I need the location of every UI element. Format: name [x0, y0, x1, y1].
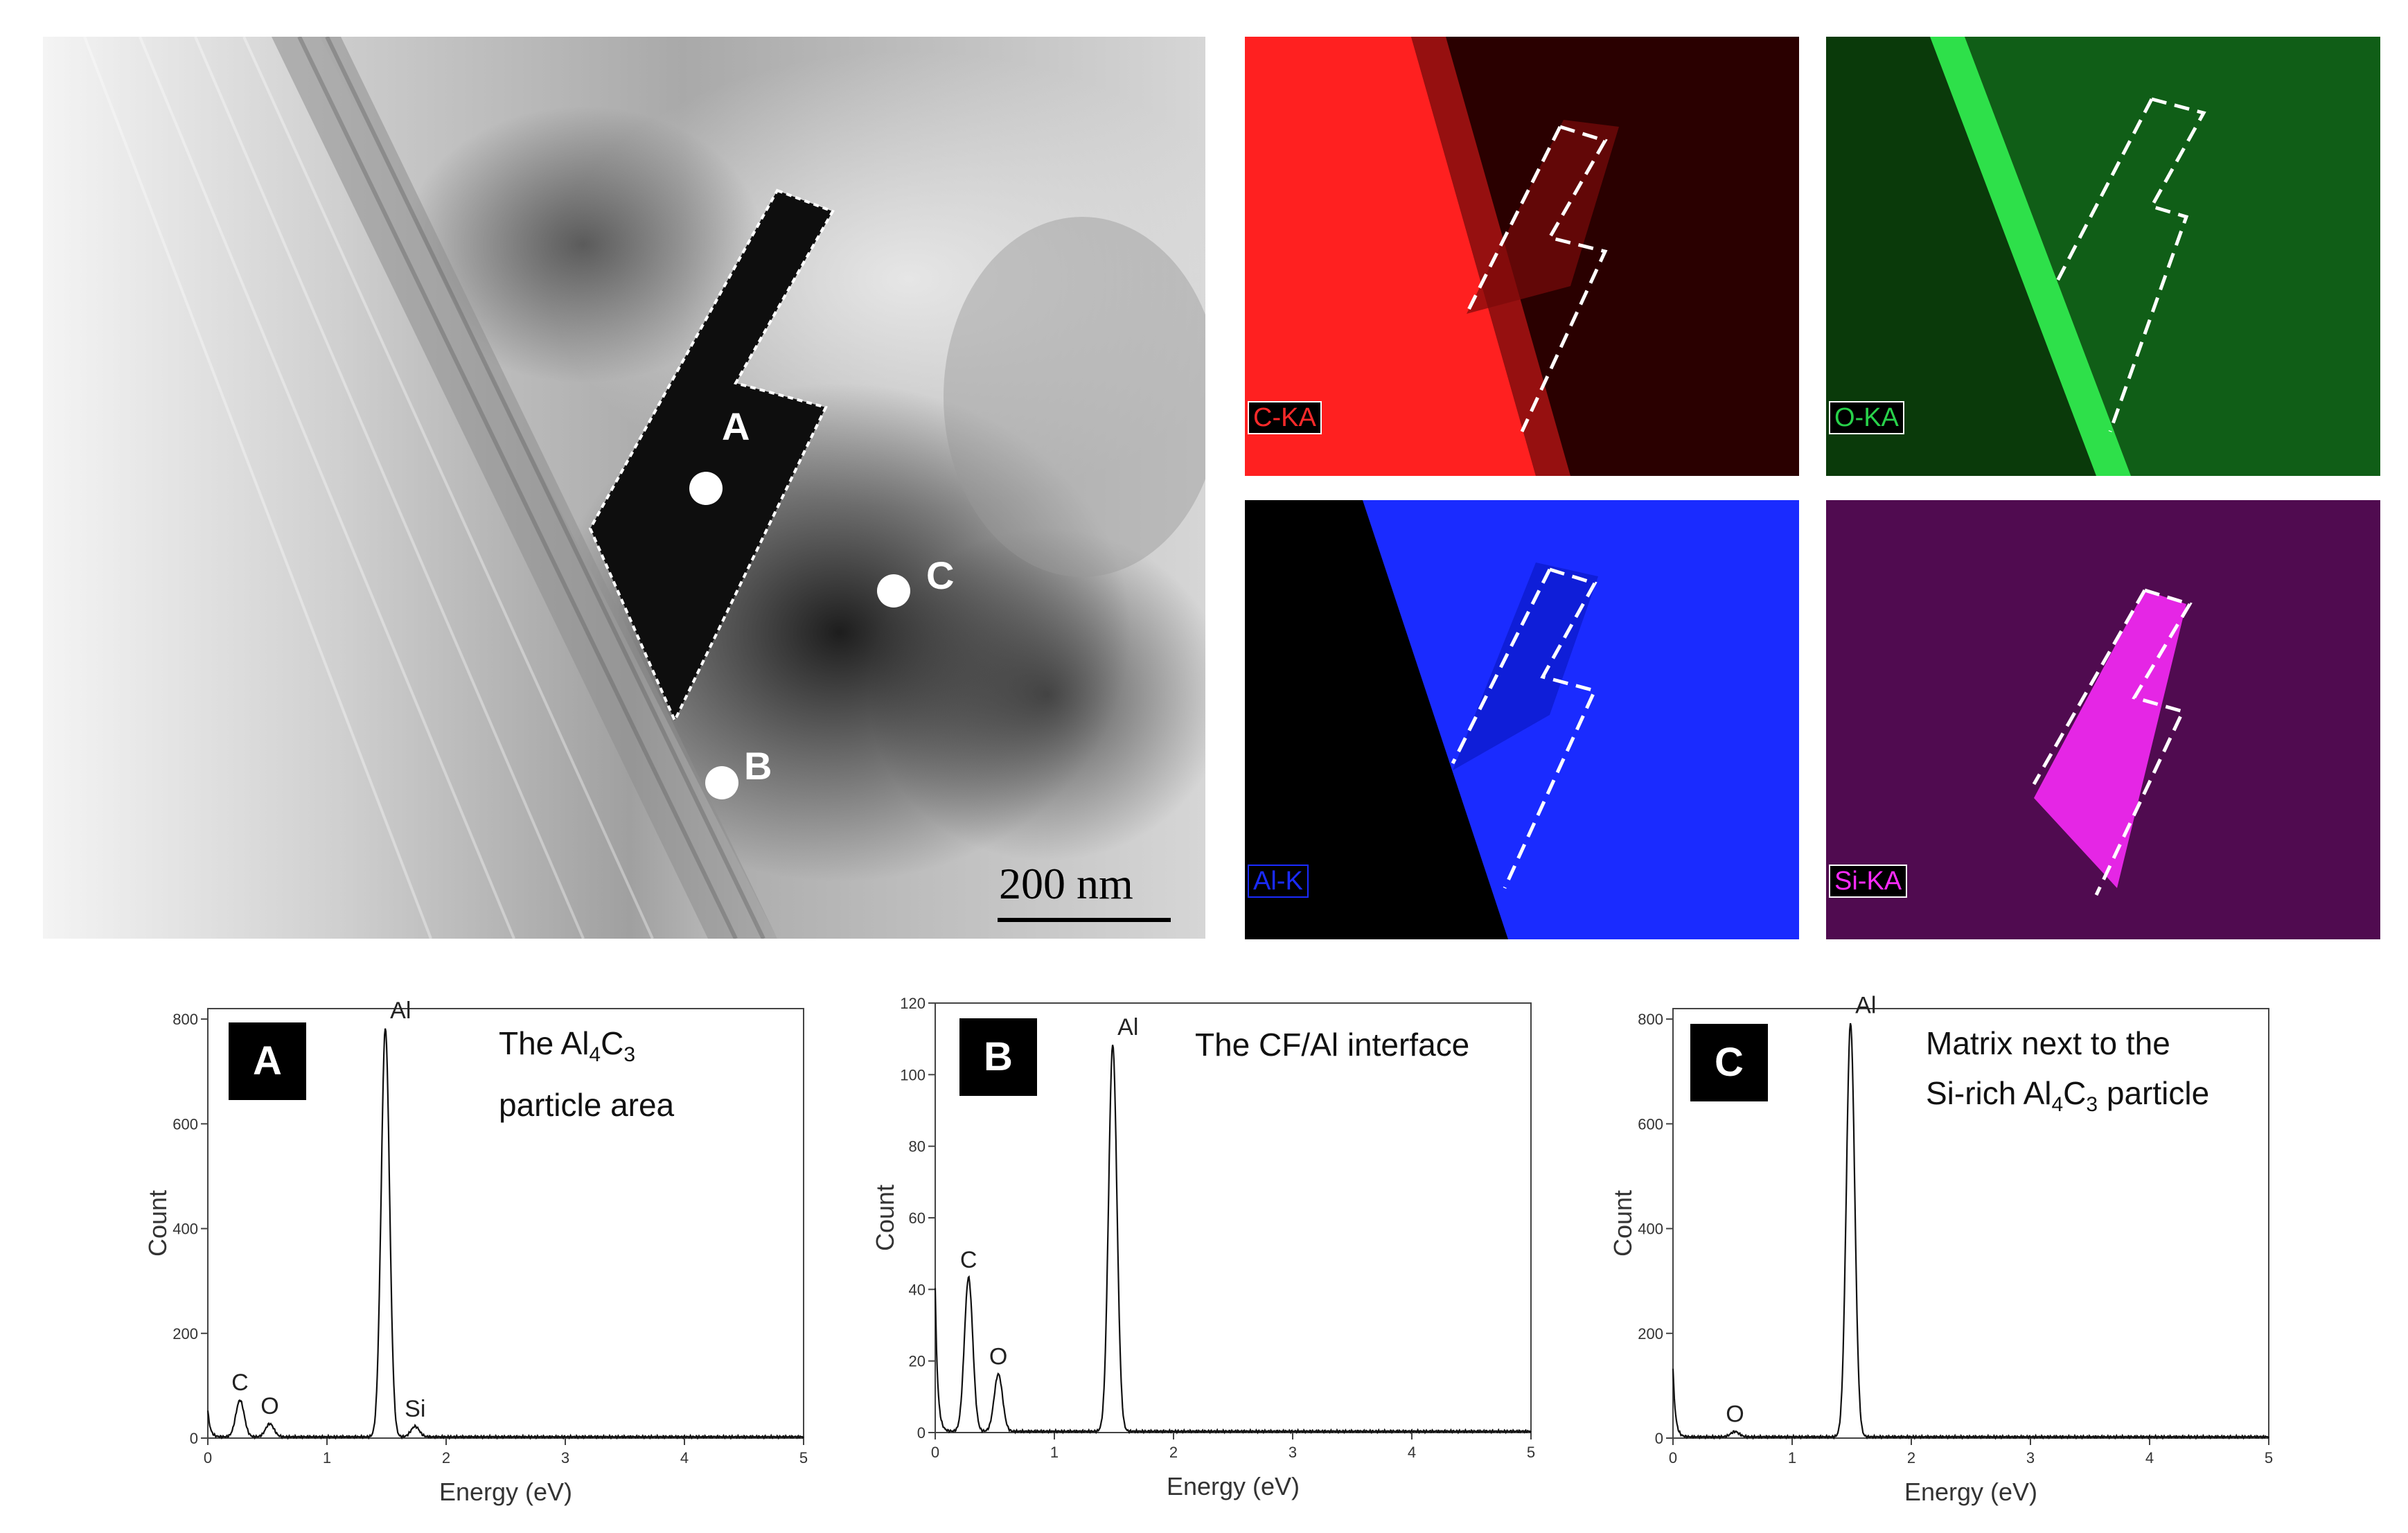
- marker-a-dot: [689, 472, 723, 505]
- plot-frame: [1672, 1008, 2269, 1439]
- marker-c-dot: [877, 574, 910, 608]
- tem-image-art: [43, 37, 1205, 939]
- map-o-art: [1826, 37, 2380, 476]
- annotation-line: Matrix next to the: [1926, 1025, 2170, 1061]
- map-si-art: [1826, 500, 2380, 939]
- spectrum-a: 0 1 2 3 4 5 0 200 400 600 800 Energy (eV) Count C O Al S…: [125, 991, 817, 1517]
- peak-label-si: Si: [405, 1396, 425, 1422]
- y-tick-label: 400: [1638, 1221, 1663, 1238]
- scale-bar-label: 200 nm: [999, 859, 1133, 908]
- marker-b-dot: [705, 766, 738, 799]
- peak-label-al: Al: [1117, 1014, 1138, 1040]
- peak-label-o: O: [989, 1343, 1007, 1370]
- y-tick-label: 0: [917, 1424, 926, 1442]
- x-tick-label: 2: [1169, 1444, 1178, 1461]
- tem-micrograph: A B C 200 nm: [43, 37, 1205, 939]
- x-tick-label: 1: [1788, 1449, 1796, 1466]
- y-tick-label: 600: [172, 1115, 198, 1133]
- panel-annotation: Matrix next to the Si-rich Al4C3 particle: [1926, 1018, 2209, 1130]
- x-tick-label: 4: [1408, 1444, 1416, 1461]
- x-axis-title: Energy (eV): [1167, 1472, 1300, 1500]
- peak-label-o: O: [260, 1393, 278, 1419]
- x-tick-label: 3: [1289, 1444, 1297, 1461]
- y-tick-label: 40: [909, 1281, 926, 1298]
- y-tick-label: 0: [1655, 1430, 1663, 1447]
- map-o-ka: O-KA: [1826, 37, 2380, 476]
- spectrum-a-plot: 0 1 2 3 4 5 0 200 400 600 800 Energy (eV) Count CO Al S…: [143, 998, 808, 1506]
- y-tick-label: 800: [172, 1011, 198, 1028]
- peak-label-al: Al: [390, 998, 411, 1024]
- map-al-art: [1245, 500, 1799, 939]
- y-axis-title: Count: [871, 1185, 899, 1251]
- map-al-k: Al-K: [1245, 500, 1799, 939]
- plot-frame: [207, 1008, 804, 1439]
- panel-annotation: The CF/Al interface: [1195, 1020, 1469, 1070]
- x-tick-label: 5: [799, 1449, 808, 1466]
- map-al-label: Al-K: [1248, 865, 1309, 898]
- x-tick-label: 1: [323, 1449, 331, 1466]
- x-tick-label: 0: [1669, 1449, 1677, 1466]
- x-tick-label: 3: [561, 1449, 569, 1466]
- spectrum-trace: [206, 1028, 804, 1440]
- map-c-ka: C-KA: [1245, 37, 1799, 476]
- x-tick-label: 3: [2026, 1449, 2035, 1466]
- spectrum-c-plot: 0 1 2 3 4 5 0 200 400 600 800 Energy (eV) Count O Al: [1609, 993, 2273, 1506]
- y-tick-label: 80: [909, 1138, 926, 1155]
- y-axis-title: Count: [1609, 1190, 1637, 1257]
- y-tick-label: 60: [909, 1209, 926, 1227]
- spectrum-c: 0 1 2 3 4 5 0 200 400 600 800 Energy (eV) Count O Al C…: [1586, 991, 2279, 1517]
- spectrum-b: 0 1 2 3 4 5 0 20 40 60 80 100 120 Energy (eV) Count C O A…: [856, 984, 1548, 1510]
- panel-badge: B: [959, 1018, 1037, 1096]
- peak-label-o: O: [1726, 1401, 1744, 1427]
- map-c-art: [1245, 37, 1799, 476]
- panel-badge: C: [1690, 1024, 1768, 1101]
- peak-label-al: Al: [1855, 993, 1876, 1019]
- x-tick-label: 2: [1907, 1449, 1915, 1466]
- annotation-line: The Al4C3: [499, 1025, 636, 1067]
- x-tick-label: 0: [204, 1449, 212, 1466]
- y-tick-label: 200: [172, 1325, 198, 1343]
- y-tick-label: 0: [190, 1430, 198, 1447]
- panel-annotation: The Al4C3 particle area: [499, 1018, 674, 1130]
- y-tick-label: 200: [1638, 1325, 1663, 1343]
- spectrum-trace: [1672, 1022, 2269, 1440]
- panel-badge: A: [229, 1022, 306, 1100]
- x-axis-title: Energy (eV): [439, 1478, 572, 1506]
- y-tick-label: 800: [1638, 1011, 1663, 1028]
- y-tick-label: 100: [900, 1066, 926, 1083]
- y-tick-label: 600: [1638, 1115, 1663, 1133]
- map-si-ka: Si-KA: [1826, 500, 2380, 939]
- x-tick-label: 4: [680, 1449, 689, 1466]
- x-tick-label: 1: [1050, 1444, 1059, 1461]
- y-axis-title: Count: [143, 1190, 172, 1257]
- map-c-label: C-KA: [1248, 401, 1322, 434]
- y-tick-label: 120: [900, 995, 926, 1012]
- map-o-label: O-KA: [1829, 401, 1904, 434]
- peak-label-c: C: [231, 1370, 249, 1396]
- x-tick-label: 4: [2145, 1449, 2154, 1466]
- marker-a-label: A: [722, 405, 750, 448]
- annotation-line: particle area: [499, 1087, 675, 1124]
- x-tick-label: 5: [1527, 1444, 1535, 1461]
- annotation-line: Si-rich Al4C3 particle: [1926, 1075, 2210, 1117]
- annotation-line: The CF/Al interface: [1195, 1027, 1470, 1063]
- y-tick-label: 20: [909, 1353, 926, 1370]
- peak-label-c: C: [960, 1247, 977, 1273]
- x-tick-label: 2: [442, 1449, 450, 1466]
- spectrum-trace: [934, 1045, 1532, 1435]
- marker-b-label: B: [744, 744, 772, 788]
- x-tick-label: 5: [2265, 1449, 2273, 1466]
- map-si-label: Si-KA: [1829, 865, 1908, 898]
- x-tick-label: 0: [931, 1444, 939, 1461]
- marker-c-label: C: [926, 553, 955, 597]
- x-axis-title: Energy (eV): [1904, 1478, 2037, 1506]
- y-tick-label: 400: [172, 1221, 198, 1238]
